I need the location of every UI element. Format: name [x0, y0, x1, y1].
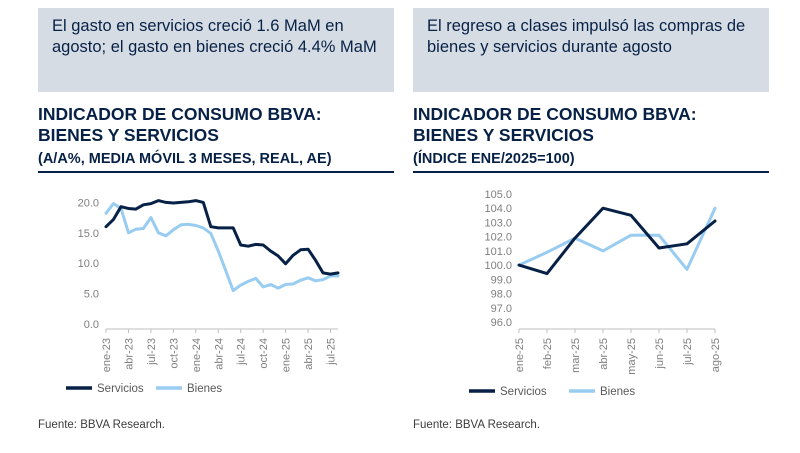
- x-tick-label: mar-25: [570, 338, 582, 373]
- y-tick-label: 97.0: [491, 303, 512, 315]
- y-tick-label: 15.0: [78, 228, 99, 240]
- y-tick-label: 101.0: [484, 246, 512, 258]
- x-tick-label: ene-24: [191, 338, 203, 372]
- x-tick-label: feb-25: [542, 338, 554, 369]
- y-tick-label: 99.0: [491, 274, 512, 286]
- left-callout-box: El gasto en servicios creció 1.6 MaM en …: [38, 8, 394, 92]
- y-tick-label: 20.0: [78, 197, 99, 209]
- right-line-chart: 96.0 97.0 98.0 99.0 100.0 101.0 102.0 103.0 104.…: [469, 189, 722, 398]
- x-tick-label: oct-24: [258, 338, 270, 369]
- right-title-line1: INDICADOR DE CONSUMO BBVA:: [413, 104, 697, 124]
- x-tick-label: jul-25: [682, 338, 694, 366]
- y-tick-label: 0.0: [84, 319, 99, 331]
- y-tick-label: 104.0: [484, 203, 512, 215]
- x-tick-label: abr-25: [598, 338, 610, 370]
- x-tick-label: ago-25: [710, 338, 722, 372]
- x-tick-label: ene-23: [101, 338, 113, 372]
- x-tick-label: ene-25: [281, 338, 293, 372]
- left-line-chart: 0.05.010.015.020.025.0ene-23abr-23jul-23…: [66, 197, 340, 395]
- y-tick-label: 103.0: [484, 217, 512, 229]
- x-tick-label: may-25: [626, 338, 638, 375]
- right-chart-title: INDICADOR DE CONSUMO BBVA: BIENES Y SERV…: [413, 104, 697, 146]
- y-tick-label: 105.0: [484, 189, 512, 201]
- right-source-note: Fuente: BBVA Research.: [413, 419, 540, 431]
- right-callout-text: El regreso a clases impulsó las compras …: [427, 17, 746, 56]
- x-tick-label: jun-25: [654, 338, 666, 370]
- series-line-servicios: [104, 199, 340, 276]
- left-title-line1: INDICADOR DE CONSUMO BBVA:: [38, 104, 322, 124]
- right-chart-subtitle: (ÍNDICE ENE/2025=100): [413, 150, 769, 173]
- left-callout-text: El gasto en servicios creció 1.6 MaM en …: [52, 17, 377, 56]
- x-tick-label: abr-24: [213, 338, 225, 370]
- left-chart-subtitle: (A/A%, MEDIA MÓVIL 3 MESES, REAL, AE): [38, 150, 394, 173]
- x-tick-label: jul-23: [146, 338, 158, 366]
- right-title-line2: BIENES Y SERVICIOS: [413, 125, 594, 145]
- legend-label-servicios: Servicios: [500, 386, 547, 398]
- series-line-bienes: [104, 202, 340, 293]
- legend-label-bienes: Bienes: [187, 383, 222, 395]
- left-title-line2: BIENES Y SERVICIOS: [38, 125, 219, 145]
- y-tick-label: 102.0: [484, 232, 512, 244]
- y-tick-label: 98.0: [491, 289, 512, 301]
- x-tick-label: oct-23: [168, 338, 180, 369]
- y-tick-label: 100.0: [484, 260, 512, 272]
- y-tick-label: 5.0: [84, 289, 99, 301]
- legend-label-bienes: Bienes: [600, 386, 635, 398]
- y-tick-label: 96.0: [491, 317, 512, 329]
- x-tick-label: ene-25: [514, 338, 526, 372]
- legend-label-servicios: Servicios: [97, 383, 144, 395]
- x-tick-label: jul-24: [236, 338, 248, 366]
- left-panel: El gasto en servicios creció 1.6 MaM en …: [38, 0, 408, 453]
- y-tick-label: 10.0: [78, 258, 99, 270]
- right-panel: El regreso a clases impulsó las compras …: [413, 0, 783, 453]
- right-callout-box: El regreso a clases impulsó las compras …: [413, 8, 769, 92]
- x-tick-label: abr-25: [303, 338, 315, 370]
- x-tick-label: jul-25: [326, 338, 338, 366]
- series-line-servicios: [517, 206, 717, 276]
- left-source-note: Fuente: BBVA Research.: [38, 419, 165, 431]
- left-chart-title: INDICADOR DE CONSUMO BBVA: BIENES Y SERV…: [38, 104, 322, 146]
- series-line-bienes: [517, 206, 717, 271]
- x-tick-label: abr-23: [123, 338, 135, 370]
